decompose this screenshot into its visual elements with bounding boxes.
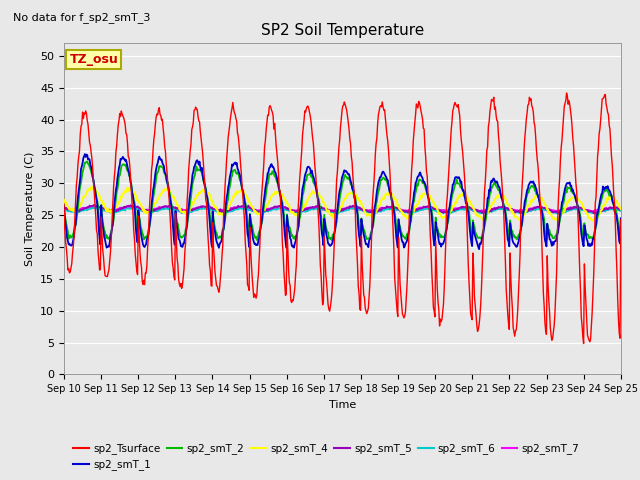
Legend: sp2_Tsurface, sp2_smT_1, sp2_smT_2, sp2_smT_4, sp2_smT_5, sp2_smT_6, sp2_smT_7: sp2_Tsurface, sp2_smT_1, sp2_smT_2, sp2_… [69,439,584,475]
Text: No data for f_sp2_smT_3: No data for f_sp2_smT_3 [13,12,150,23]
X-axis label: Time: Time [329,400,356,409]
Title: SP2 Soil Temperature: SP2 Soil Temperature [260,23,424,38]
Y-axis label: Soil Temperature (C): Soil Temperature (C) [24,152,35,266]
Text: TZ_osu: TZ_osu [70,53,118,66]
